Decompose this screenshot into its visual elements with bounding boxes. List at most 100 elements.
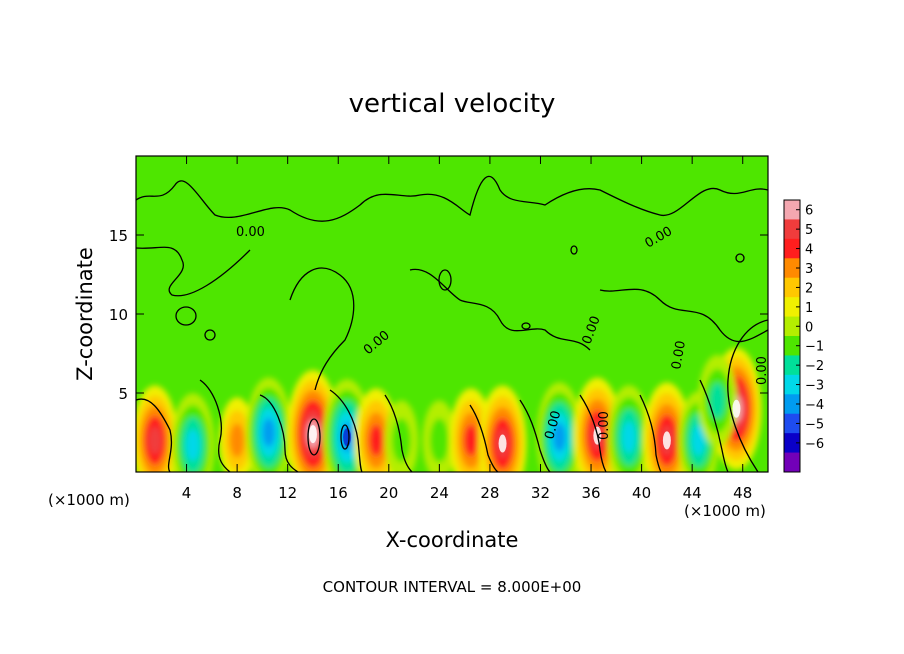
x-tick-label: 24 <box>430 484 449 502</box>
colorbar-segment <box>784 316 800 337</box>
contour-low-5 <box>469 404 499 472</box>
colorbar-tick-label: 3 <box>805 262 813 277</box>
colorbar-segment <box>784 219 800 240</box>
colorbar-segment <box>784 238 800 259</box>
feature-core <box>308 425 317 444</box>
contour-upper <box>136 175 768 222</box>
field-cell <box>219 397 256 472</box>
contour-low-1 <box>199 379 231 472</box>
field-level <box>369 424 384 457</box>
colorbar-segment <box>784 258 800 279</box>
colorbar-tick-label: −4 <box>805 398 824 413</box>
tick-marks <box>136 156 768 472</box>
colorbar-segment <box>784 413 800 434</box>
field-level <box>185 429 200 462</box>
contour-low-3 <box>329 389 363 472</box>
x-unit-left: (×1000 m) <box>48 491 130 509</box>
colorbar-segment <box>784 394 800 415</box>
contour-upper-left <box>136 246 251 297</box>
x-tick-label: 4 <box>182 484 192 502</box>
contour-island-4 <box>735 253 745 263</box>
colorbar: 6 5 4 3 2 1 0 −1 −2 −3 −4 −5 −6 <box>783 199 824 473</box>
contour-island-5 <box>204 329 216 341</box>
field-level <box>429 418 449 463</box>
contour-mid2 <box>409 268 591 351</box>
contour-island-3 <box>570 245 578 255</box>
contour-low-left <box>136 398 173 472</box>
colorbar-segment <box>784 374 800 395</box>
field-cell <box>245 377 292 472</box>
field-level <box>229 423 245 458</box>
contour-island-2 <box>438 269 452 291</box>
field-level <box>148 426 162 455</box>
contour-label: 0.00 <box>755 356 770 385</box>
x-tick-label: 36 <box>581 484 600 502</box>
contour-low-8 <box>639 394 662 472</box>
colorbar-tick-label: 5 <box>805 223 813 238</box>
field-cell <box>536 382 583 472</box>
x-tick-labels: 4 8 12 16 20 24 28 32 36 40 44 48 <box>182 484 752 502</box>
colorbar-tick-label: −6 <box>805 437 824 452</box>
colorbar-segment <box>784 433 800 454</box>
colorbar-tick-label: −2 <box>805 359 824 374</box>
contour-low-2 <box>259 394 299 472</box>
contour-island-1 <box>175 306 197 326</box>
colorbar-segment <box>784 297 800 318</box>
contour-mid <box>289 267 355 391</box>
contour-label: 0.00 <box>236 225 265 240</box>
x-unit-right: (×1000 m) <box>684 502 766 520</box>
feature-core <box>498 434 507 453</box>
contour-low-9 <box>699 379 729 472</box>
colorbar-tick-label: 6 <box>805 204 813 219</box>
colorbar-tick-label: −1 <box>805 340 824 355</box>
field-cell <box>171 393 215 472</box>
field-cell <box>607 385 651 472</box>
chart-title: vertical velocity <box>349 89 556 119</box>
colorbar-segment <box>784 277 800 298</box>
x-tick-label: 40 <box>632 484 651 502</box>
contour-island-6 <box>521 322 531 330</box>
contour-label: 0.00 <box>542 409 564 441</box>
x-axis-label: X-coordinate <box>386 528 519 552</box>
x-tick-label: 8 <box>232 484 242 502</box>
contour-low-6 <box>519 399 551 472</box>
field-cell <box>698 354 737 447</box>
field-cell <box>422 400 457 472</box>
y-tick-labels: 5 10 15 <box>109 227 128 403</box>
field-cell <box>136 385 178 472</box>
contour-core-1 <box>307 418 321 456</box>
contour-low-4 <box>384 394 413 472</box>
colorbar-segment <box>784 336 800 356</box>
y-tick-label: 10 <box>109 306 128 324</box>
contour-right <box>727 319 768 472</box>
y-tick-label: 5 <box>118 385 128 403</box>
contour-label: 0.00 <box>669 340 689 371</box>
x-tick-label: 28 <box>480 484 499 502</box>
colorbar-frame <box>783 199 801 473</box>
colorbar-tick-label: 4 <box>805 243 813 258</box>
x-tick-label: 32 <box>531 484 550 502</box>
contour-lines <box>136 175 768 472</box>
colorbar-tick-label: −3 <box>805 379 824 394</box>
contour-low-7 <box>579 394 607 472</box>
field-level <box>691 425 706 456</box>
field-level <box>709 382 726 419</box>
contour-core-2 <box>340 424 350 450</box>
y-axis-label: Z-coordinate <box>73 247 97 381</box>
feature-core <box>732 399 741 418</box>
plot-area: 0.00 0.00 0.00 0.00 0.00 0.00 0.00 0.00 <box>135 155 770 473</box>
contour-label: 0.00 <box>597 411 612 440</box>
colorbar-tick-label: 2 <box>805 281 813 296</box>
x-tick-label: 48 <box>733 484 752 502</box>
feature-core <box>343 428 352 447</box>
colorbar-segment <box>784 452 800 473</box>
field-level <box>553 423 566 452</box>
contour-interval: CONTOUR INTERVAL = 8.000E+00 <box>323 578 582 596</box>
x-tick-label: 44 <box>683 484 702 502</box>
field-level <box>464 424 478 457</box>
colorbar-segment <box>784 355 800 376</box>
field-level <box>622 421 636 454</box>
colorbar-segment <box>784 200 800 220</box>
x-tick-label: 20 <box>379 484 398 502</box>
